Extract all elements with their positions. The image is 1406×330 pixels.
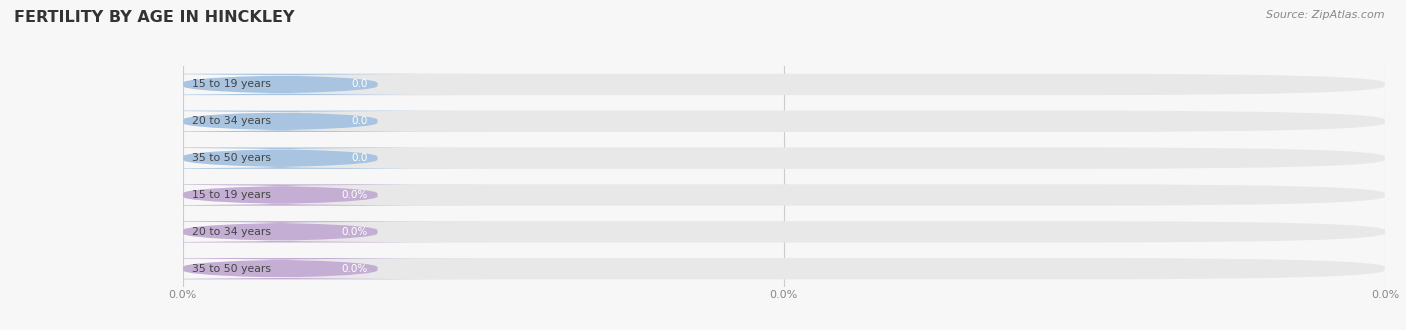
FancyBboxPatch shape bbox=[183, 221, 1385, 243]
FancyBboxPatch shape bbox=[77, 258, 484, 280]
Text: 0.0: 0.0 bbox=[352, 80, 368, 89]
FancyBboxPatch shape bbox=[77, 74, 484, 95]
FancyBboxPatch shape bbox=[183, 258, 1385, 280]
Text: Source: ZipAtlas.com: Source: ZipAtlas.com bbox=[1267, 10, 1385, 20]
FancyBboxPatch shape bbox=[77, 221, 484, 243]
FancyBboxPatch shape bbox=[183, 74, 1385, 95]
FancyBboxPatch shape bbox=[77, 184, 484, 206]
FancyBboxPatch shape bbox=[183, 148, 1385, 169]
Text: 0.0: 0.0 bbox=[352, 116, 368, 126]
Text: 0.0%: 0.0% bbox=[342, 227, 368, 237]
Text: 20 to 34 years: 20 to 34 years bbox=[193, 227, 271, 237]
Text: 35 to 50 years: 35 to 50 years bbox=[193, 264, 271, 274]
FancyBboxPatch shape bbox=[183, 184, 1385, 206]
Text: 0.0%: 0.0% bbox=[342, 190, 368, 200]
Text: 35 to 50 years: 35 to 50 years bbox=[193, 153, 271, 163]
Text: FERTILITY BY AGE IN HINCKLEY: FERTILITY BY AGE IN HINCKLEY bbox=[14, 10, 295, 25]
Text: 20 to 34 years: 20 to 34 years bbox=[193, 116, 271, 126]
Text: 0.0: 0.0 bbox=[352, 153, 368, 163]
Text: 15 to 19 years: 15 to 19 years bbox=[193, 80, 271, 89]
Text: 15 to 19 years: 15 to 19 years bbox=[193, 190, 271, 200]
FancyBboxPatch shape bbox=[77, 148, 484, 169]
FancyBboxPatch shape bbox=[183, 111, 1385, 132]
Text: 0.0%: 0.0% bbox=[342, 264, 368, 274]
FancyBboxPatch shape bbox=[77, 111, 484, 132]
